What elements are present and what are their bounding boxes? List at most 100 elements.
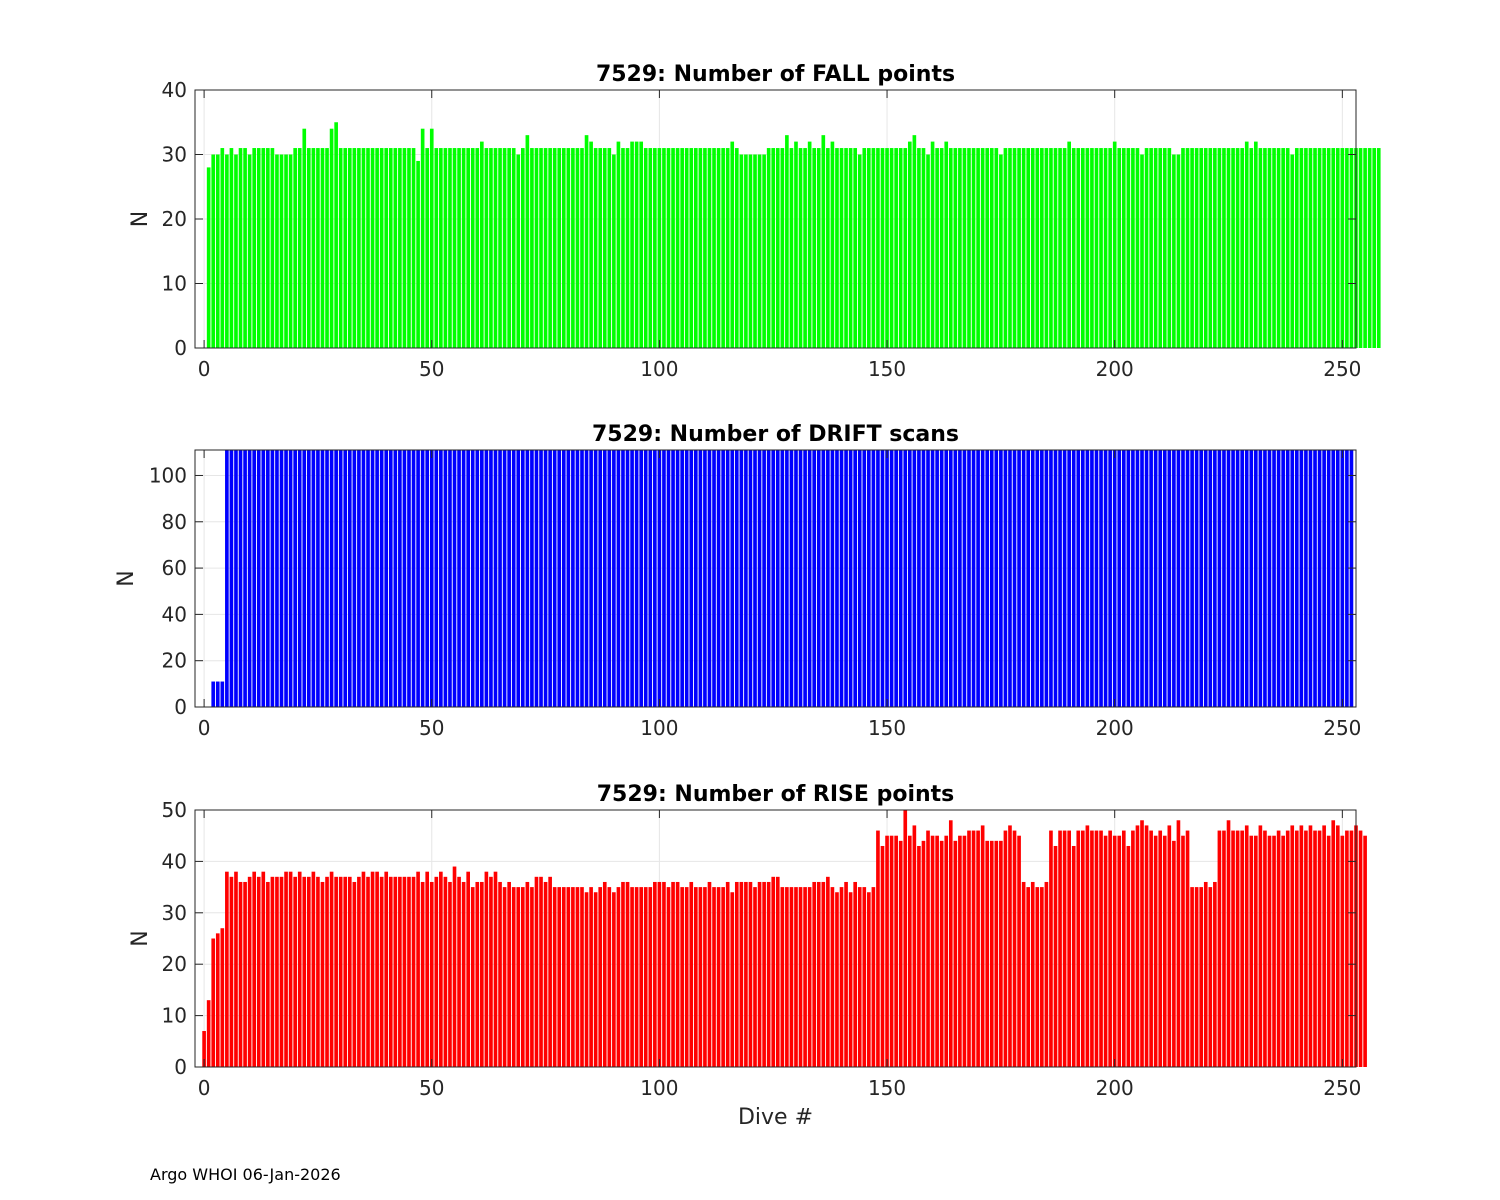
bar [1185,450,1190,707]
bar [703,148,707,348]
bar [648,148,653,348]
bar [794,450,798,707]
x-tick-label: 250 [1323,716,1361,740]
bar [466,450,470,707]
bar [1345,830,1349,1067]
bar [780,887,785,1067]
bar [215,933,220,1067]
bar [621,881,625,1067]
y-tick-label: 10 [162,272,187,296]
bar [944,835,949,1067]
bar [1126,450,1131,707]
bar [716,450,721,707]
bar [980,148,985,348]
bar [1053,148,1058,348]
bar [1040,450,1044,707]
x-tick-label: 0 [198,1076,211,1100]
bar [411,876,416,1067]
bar [1058,450,1062,707]
bar [1254,835,1258,1067]
bar [366,450,370,707]
bar [857,887,862,1067]
bar [1304,450,1308,707]
bar [930,141,935,348]
bar [871,148,876,348]
y-tick-label: 20 [162,207,187,231]
bar [625,881,630,1067]
bar [388,876,393,1067]
bar [1172,450,1176,707]
bar [325,148,329,348]
bar [1226,148,1231,348]
bar [1003,830,1008,1067]
bar [1290,825,1295,1067]
y-tick-label: 40 [162,78,187,102]
bar [498,148,502,348]
chart-panel-1: 0 50 100 150 200 250 0 10 20 30 40 7529: Number of … [128,62,1381,381]
bar [1094,148,1099,348]
bar [753,450,757,707]
bar [794,141,798,348]
bar [789,148,794,348]
bar [293,876,297,1067]
bar [634,141,639,348]
bar [470,887,475,1067]
bar [976,148,980,348]
bar [639,141,644,348]
bar [1345,450,1349,707]
bar [202,1031,206,1067]
bar [252,450,257,707]
bar [1008,825,1012,1067]
bar [1040,148,1044,348]
bar [876,148,880,348]
bar [338,450,343,707]
bar [238,450,243,707]
bar [757,450,762,707]
bar [1017,835,1021,1067]
bar [347,148,352,348]
bar [1294,450,1299,707]
bar [284,154,288,348]
bar [357,876,361,1067]
bar [1172,154,1176,348]
bar [821,450,826,707]
bar [1276,148,1281,348]
bar [1258,148,1263,348]
y-tick-label: 40 [162,849,187,873]
bar [425,450,430,707]
bar [643,148,648,348]
bar [821,881,826,1067]
bar [830,887,835,1067]
bar [798,450,803,707]
x-tick-label: 250 [1323,357,1361,381]
bar [1304,148,1308,348]
bar [566,450,571,707]
bar [448,881,452,1067]
bar [971,830,976,1067]
bar [1044,450,1049,707]
bar [1103,835,1108,1067]
bar [602,881,607,1067]
bar [821,135,826,348]
bar [266,450,270,707]
bar [785,450,789,707]
bar [297,450,302,707]
bar [1126,845,1131,1067]
bar [771,450,776,707]
bar [470,148,475,348]
bar [694,148,698,348]
bar [748,450,753,707]
bar [302,876,307,1067]
bar [475,148,480,348]
bar [912,825,917,1067]
bar [461,148,466,348]
bar [766,450,771,707]
bar [416,160,420,348]
bar [616,141,621,348]
bar [229,148,234,348]
bar [753,887,757,1067]
bar [889,835,894,1067]
bar [889,148,894,348]
bar [771,148,776,348]
bar [1331,820,1336,1067]
